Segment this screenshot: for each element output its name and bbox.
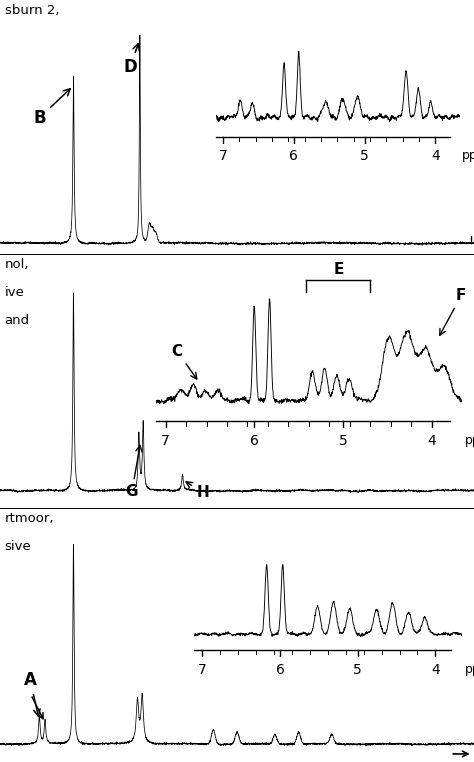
Text: 4: 4 <box>431 149 440 164</box>
Text: G: G <box>126 445 142 499</box>
Text: 4: 4 <box>431 663 440 677</box>
Text: H: H <box>186 482 210 501</box>
Text: 7: 7 <box>219 149 228 164</box>
Text: sive: sive <box>5 540 31 553</box>
Text: nol,: nol, <box>5 258 29 271</box>
Text: 7: 7 <box>198 663 207 677</box>
Text: 6: 6 <box>275 663 284 677</box>
Text: and: and <box>5 314 30 327</box>
Text: D: D <box>123 43 139 75</box>
Text: 5: 5 <box>353 663 362 677</box>
Text: 7: 7 <box>161 434 170 448</box>
Text: sburn 2,: sburn 2, <box>5 4 59 17</box>
Text: F: F <box>440 288 466 335</box>
Text: ppm: ppm <box>462 149 474 162</box>
Text: 5: 5 <box>338 434 347 448</box>
Text: B: B <box>33 89 70 126</box>
Text: E: E <box>333 261 344 277</box>
Text: rtmoor,: rtmoor, <box>5 512 54 525</box>
Text: ppm: ppm <box>465 434 474 447</box>
Text: 4: 4 <box>427 434 436 448</box>
Text: A: A <box>24 671 40 716</box>
Text: 5: 5 <box>360 149 369 164</box>
Text: 6: 6 <box>250 434 259 448</box>
Text: 6: 6 <box>289 149 298 164</box>
Text: ppm: ppm <box>465 663 474 676</box>
Text: ive: ive <box>5 286 25 299</box>
Text: C: C <box>172 344 197 379</box>
